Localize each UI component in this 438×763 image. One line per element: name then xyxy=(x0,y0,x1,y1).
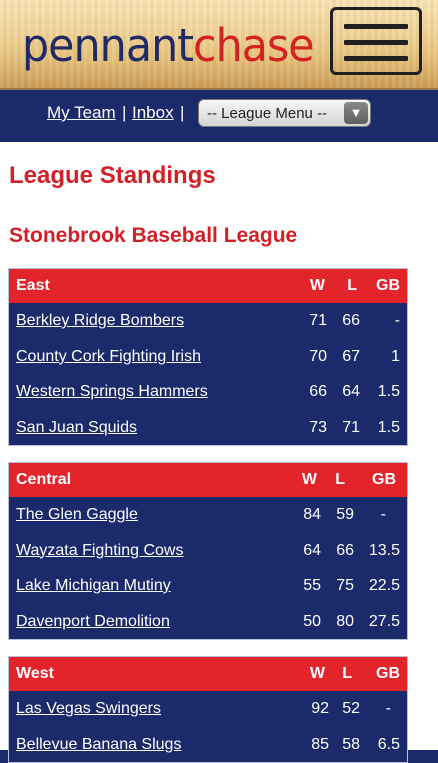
division-east: East W L GB Berkley Ridge Bombers 71 66 … xyxy=(8,268,408,446)
standings-row: Lake Michigan Mutiny 55 75 22.5 xyxy=(9,568,407,604)
my-team-link[interactable]: My Team xyxy=(47,103,116,122)
app-header: pennantchase xyxy=(0,0,438,90)
games-back: 1 xyxy=(391,347,400,365)
games-back: - xyxy=(380,506,386,523)
games-back: 13.5 xyxy=(368,541,400,559)
wins: 73 xyxy=(309,418,327,436)
games-back: - xyxy=(394,312,400,329)
col-header-w: W xyxy=(309,665,325,682)
games-back: 22.5 xyxy=(368,577,400,594)
division-header: East W L GB xyxy=(9,269,407,303)
wins: 50 xyxy=(303,612,321,630)
logo-text-chase: chase xyxy=(193,19,315,72)
league-title: Stonebrook Baseball League xyxy=(9,224,298,247)
col-header-gb: GB xyxy=(376,665,400,682)
losses: 52 xyxy=(342,700,360,717)
inbox-link[interactable]: Inbox xyxy=(132,103,174,122)
col-header-gb: GB xyxy=(372,471,396,488)
hamburger-menu-button[interactable] xyxy=(330,7,422,75)
team-link[interactable]: Bellevue Banana Slugs xyxy=(16,735,182,753)
standings-row: County Cork Fighting Irish 70 67 1 xyxy=(9,339,407,375)
col-header-gb: GB xyxy=(376,277,400,294)
team-link[interactable]: The Glen Gaggle xyxy=(16,506,138,523)
division-header: Central W L GB xyxy=(9,463,407,497)
league-menu-value: -- League Menu -- xyxy=(207,105,328,122)
losses: 66 xyxy=(336,541,354,559)
division-west: West W L GB Las Vegas Swingers 92 52 - B… xyxy=(8,656,408,763)
standings-row: The Glen Gaggle 84 59 - xyxy=(9,497,407,533)
wins: 85 xyxy=(311,735,329,753)
wins: 70 xyxy=(309,347,327,365)
losses: 66 xyxy=(342,312,360,329)
logo-text-pennant: pennant xyxy=(22,19,194,72)
losses: 80 xyxy=(336,612,354,630)
wins: 64 xyxy=(303,541,321,559)
team-link[interactable]: San Juan Squids xyxy=(16,418,137,436)
standings-row: Bellevue Banana Slugs 85 58 6.5 xyxy=(9,727,407,763)
triangle-down-icon: ▼ xyxy=(344,102,368,124)
standings-row: Western Springs Hammers 66 64 1.5 xyxy=(9,374,407,410)
main-content: League Standings Stonebrook Baseball Lea… xyxy=(0,142,438,763)
nav-separator: | xyxy=(122,103,127,122)
games-back: 6.5 xyxy=(377,735,400,753)
division-header: West W L GB xyxy=(9,657,407,691)
losses: 75 xyxy=(336,577,354,594)
losses: 58 xyxy=(342,735,360,753)
top-nav: My Team | Inbox | -- League Menu -- ▼ xyxy=(0,90,438,140)
col-header-l: L xyxy=(335,471,345,488)
pennant-chase-logo[interactable]: pennantchase xyxy=(22,14,315,78)
col-header-l: L xyxy=(347,277,357,294)
col-header-w: W xyxy=(301,471,317,488)
wins: 66 xyxy=(309,383,327,400)
standings-row: San Juan Squids 73 71 1.5 xyxy=(9,410,407,446)
standings-row: Wayzata Fighting Cows 64 66 13.5 xyxy=(9,533,407,569)
games-back: 1.5 xyxy=(377,418,400,436)
wins: 92 xyxy=(311,700,329,717)
nav-separator: | xyxy=(180,103,185,122)
wins: 71 xyxy=(309,312,327,329)
standings-row: Las Vegas Swingers 92 52 - xyxy=(9,691,407,727)
team-link[interactable]: County Cork Fighting Irish xyxy=(16,347,201,365)
col-header-w: W xyxy=(309,277,325,294)
team-link[interactable]: Wayzata Fighting Cows xyxy=(16,541,184,559)
team-link[interactable]: Davenport Demolition xyxy=(16,612,170,630)
team-link[interactable]: Lake Michigan Mutiny xyxy=(16,577,171,594)
league-menu-select[interactable]: -- League Menu -- ▼ xyxy=(198,99,371,127)
team-link[interactable]: Berkley Ridge Bombers xyxy=(16,312,185,329)
games-back: 1.5 xyxy=(377,383,400,400)
col-header-l: L xyxy=(342,665,352,682)
games-back: - xyxy=(385,700,391,717)
division-name: East xyxy=(16,277,50,294)
standings-row: Berkley Ridge Bombers 71 66 - xyxy=(9,303,407,339)
losses: 71 xyxy=(342,418,360,436)
wins: 84 xyxy=(303,506,321,523)
division-name: West xyxy=(16,665,54,682)
page-title: League Standings xyxy=(9,162,216,189)
division-central: Central W L GB The Glen Gaggle 84 59 - W… xyxy=(8,462,408,640)
losses: 64 xyxy=(342,383,360,400)
standings-row: Davenport Demolition 50 80 27.5 xyxy=(9,604,407,640)
losses: 67 xyxy=(342,347,360,365)
team-link[interactable]: Las Vegas Swingers xyxy=(16,700,161,717)
division-name: Central xyxy=(16,471,72,488)
games-back: 27.5 xyxy=(368,612,400,630)
losses: 59 xyxy=(336,506,354,523)
wins: 55 xyxy=(303,577,321,594)
team-link[interactable]: Western Springs Hammers xyxy=(16,383,208,400)
